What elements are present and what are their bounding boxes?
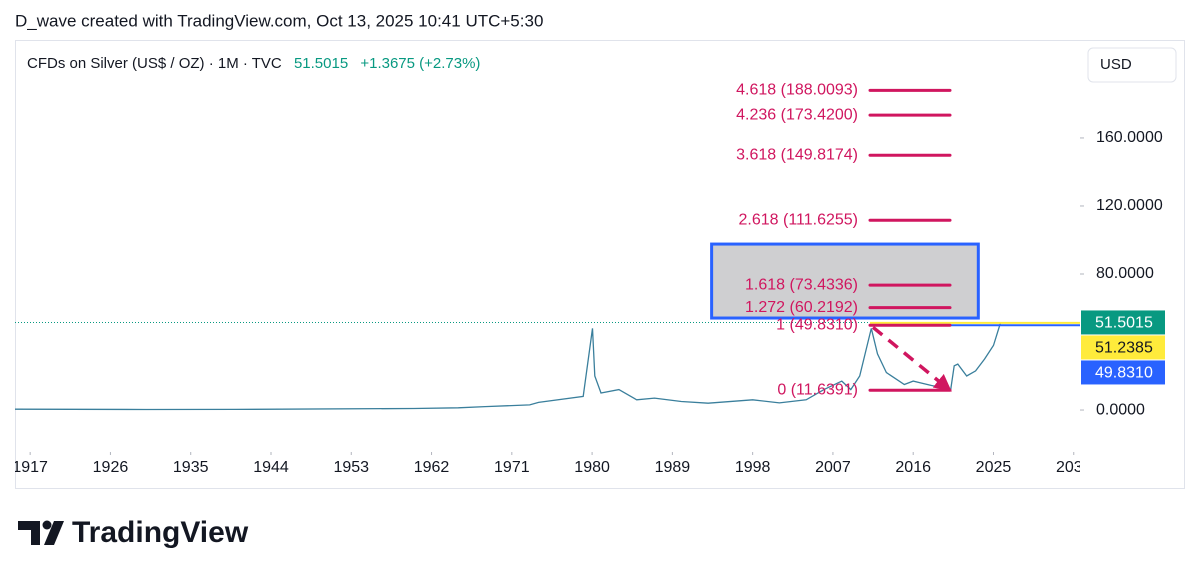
price-label: 49.8310 [1095, 365, 1153, 382]
plot: 1917 1926 1935 1944 1953 1962 1971 1980 1989 1998… [12, 82, 1092, 476]
price-label: 51.2385 [1095, 340, 1153, 357]
price-label: 51.5015 [1095, 315, 1153, 332]
fib-label: 3.618 (149.8174) [736, 146, 858, 163]
price-change: +1.3675 (+2.73%) [360, 55, 480, 72]
fib-label: 1.272 (60.2192) [745, 299, 858, 316]
header: D_wave created with TradingView.com, Oct… [15, 11, 543, 30]
fib-label: 4.236 (173.4200) [736, 106, 858, 123]
chart-frame [15, 40, 1185, 489]
price-axis: 0.0000 80.0000 120.0000 160.0000 51.5015 51.2… [1080, 129, 1165, 418]
y-tick-label: 120.0000 [1096, 197, 1163, 214]
x-tick-label: 1917 [12, 459, 48, 476]
logo-mark [44, 521, 64, 545]
y-tick-label: 160.0000 [1096, 129, 1163, 146]
currency-button[interactable] [1087, 47, 1177, 83]
price-line [15, 322, 1002, 411]
fib-label: 2.618 (111.6255) [739, 211, 859, 228]
symbol-line: CFDs on Silver (US$ / OZ) · 1M · TVC 51.… [27, 55, 480, 72]
range-box [710, 242, 980, 320]
x-tick-label: 1980 [574, 459, 610, 476]
logo-mark [18, 521, 40, 545]
x-tick-label: 2007 [815, 459, 851, 476]
brand-logo: TradingView [18, 516, 249, 549]
x-tick-label: 1998 [735, 459, 771, 476]
x-tick-label: 1971 [494, 459, 530, 476]
logo-mark [42, 520, 52, 530]
currency[interactable]: USD [1100, 56, 1132, 73]
x-tick-label: 2016 [895, 459, 931, 476]
price-label-box [1081, 335, 1165, 360]
price-label-box [1081, 310, 1165, 335]
fib-label: 1 (49.8310) [776, 317, 858, 334]
fib-label: 0 (11.6391) [777, 381, 858, 398]
x-tick-label: 1926 [93, 459, 129, 476]
x-tick-label: 1953 [333, 459, 369, 476]
last-price: 51.5015 [294, 55, 348, 72]
fib-label: 1.618 (73.4336) [745, 276, 858, 293]
brand: TradingView [72, 516, 249, 549]
trend-arrow [871, 325, 952, 392]
price-label-box [1081, 360, 1165, 385]
x-tick-label: 1935 [173, 459, 209, 476]
y-tick-label: 0.0000 [1096, 401, 1145, 418]
x-tick-label: 1989 [655, 459, 691, 476]
x-tick-label: 1944 [253, 459, 289, 476]
x-tick-label: 2034 [1056, 459, 1092, 476]
fib-label: 4.618 (188.0093) [736, 82, 858, 99]
x-tick-label: 2025 [976, 459, 1012, 476]
symbol: CFDs on Silver (US$ / OZ) · 1M · TVC [27, 55, 282, 72]
x-tick-label: 1962 [414, 459, 450, 476]
y-tick-label: 80.0000 [1096, 265, 1154, 282]
